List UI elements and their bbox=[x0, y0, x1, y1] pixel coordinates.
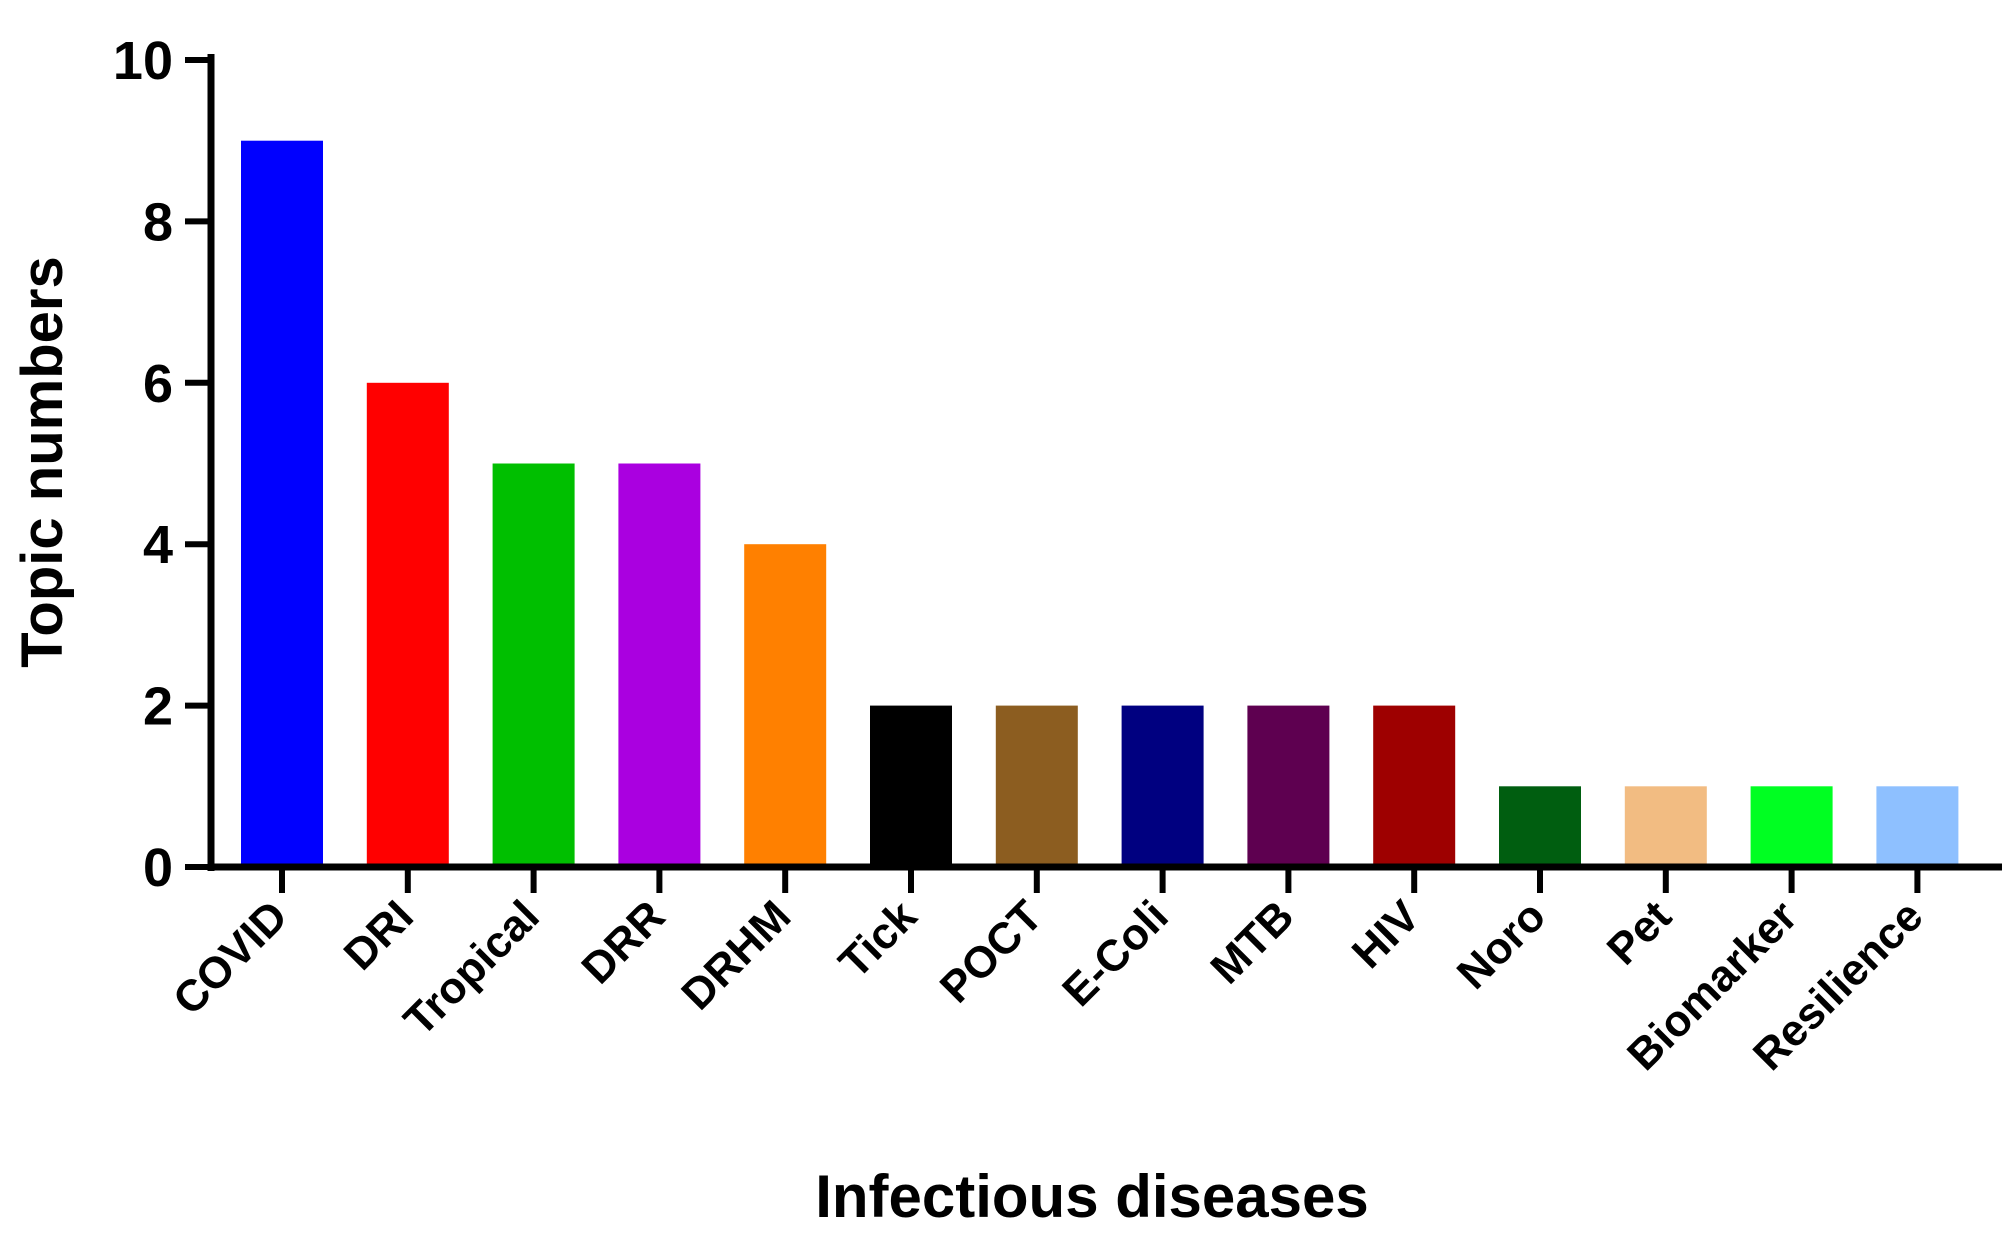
x-tick-label-hiv: HIV bbox=[1343, 891, 1430, 978]
bar-poct bbox=[995, 705, 1078, 867]
x-tick-label-drhm: DRHM bbox=[672, 891, 800, 1019]
y-tick-label: 4 bbox=[143, 515, 173, 575]
y-tick-label: 10 bbox=[113, 31, 173, 91]
x-tick-label-tick: Tick bbox=[830, 891, 927, 988]
bar-pet bbox=[1624, 786, 1707, 867]
bar-noro bbox=[1499, 786, 1581, 867]
y-tick-label: 6 bbox=[143, 354, 173, 414]
y-tick-label: 0 bbox=[143, 838, 173, 898]
bar-dri bbox=[366, 382, 449, 867]
x-tick-label-tropical: Tropical bbox=[395, 891, 549, 1045]
bar-e-coli bbox=[1121, 705, 1204, 867]
x-tick-label-pet: Pet bbox=[1598, 891, 1681, 974]
x-tick-label-noro: Noro bbox=[1448, 891, 1555, 998]
bars-group bbox=[241, 140, 1959, 867]
y-tick-label: 8 bbox=[143, 192, 173, 252]
bar-hiv bbox=[1373, 705, 1456, 867]
bar-biomarker bbox=[1750, 786, 1833, 867]
x-tick-label-covid: COVID bbox=[164, 891, 297, 1024]
bar-resilience bbox=[1876, 786, 1959, 867]
x-tick-label-poct: POCT bbox=[931, 891, 1052, 1012]
bar-mtb bbox=[1247, 705, 1330, 867]
x-tick-label-drr: DRR bbox=[572, 891, 674, 993]
bar-tick bbox=[870, 705, 952, 867]
x-tick-label-mtb: MTB bbox=[1201, 891, 1303, 993]
bar-drr bbox=[618, 463, 701, 867]
bar-tropical bbox=[492, 463, 575, 867]
y-axis-title: Topic numbers bbox=[10, 256, 75, 667]
y-tick-label: 2 bbox=[143, 677, 173, 737]
axes-group bbox=[207, 54, 2002, 871]
bar-covid bbox=[241, 140, 323, 867]
y-ticks-group: 0 2 4 6 8 10 bbox=[113, 31, 211, 898]
x-tick-label-dri: DRI bbox=[335, 891, 423, 979]
x-tick-label-e-coli: E-Coli bbox=[1053, 891, 1178, 1016]
x-axis-title: Infectious diseases bbox=[815, 1163, 1369, 1230]
bar-drhm bbox=[744, 544, 827, 867]
